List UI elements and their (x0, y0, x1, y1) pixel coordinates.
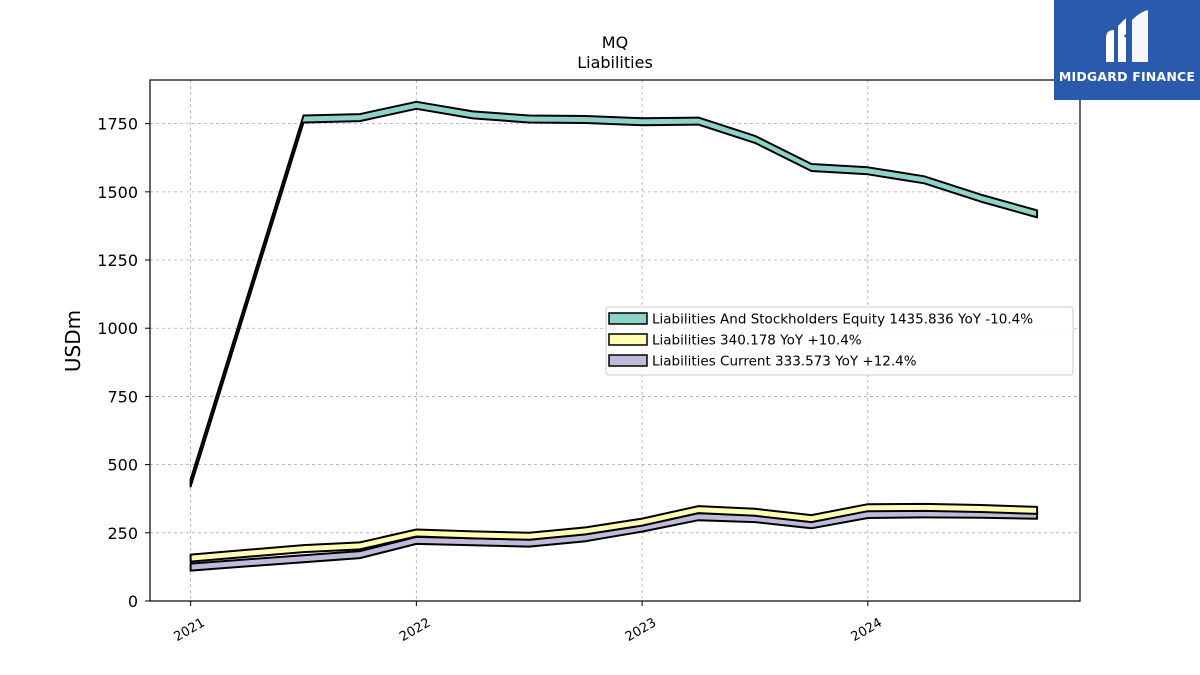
y-tick-label: 750 (107, 387, 138, 406)
y-tick-label: 1000 (97, 319, 138, 338)
brand-logo: MIDGARD FINANCE (1054, 0, 1200, 100)
legend-label: Liabilities 340.178 YoY +10.4% (652, 333, 862, 349)
legend-label: Liabilities And Stockholders Equity 1435… (652, 312, 1033, 328)
chart-title: MQ (602, 33, 628, 52)
legend-label: Liabilities Current 333.573 YoY +12.4% (652, 354, 917, 370)
logo-text: MIDGARD FINANCE (1058, 69, 1196, 84)
series-layer (189, 100, 1039, 572)
x-tick-label: 2023 (623, 615, 659, 645)
series-band-liabilities-current (189, 509, 1039, 572)
legend-swatch (608, 333, 648, 346)
y-tick-label: 1250 (97, 251, 138, 270)
legend-box (605, 306, 1074, 376)
x-tick-label: 2022 (397, 615, 433, 645)
x-tick-label: 2024 (849, 615, 885, 645)
logo-mark-icon (1106, 10, 1148, 62)
y-tick-label: 1500 (97, 183, 138, 202)
plot-frame (149, 79, 1081, 602)
series-band-liabilities (189, 502, 1039, 563)
x-tick-label: 2021 (171, 615, 207, 645)
y-tick-label: 0 (128, 592, 138, 611)
y-axis-label: USDm (61, 310, 85, 372)
y-tick-label: 500 (107, 456, 138, 475)
series-band-liabilities-and-stockholders-equity (189, 100, 1039, 488)
y-tick-label: 250 (107, 524, 138, 543)
legend-swatch (608, 312, 648, 325)
chart-subtitle: Liabilities (577, 53, 653, 72)
legend-swatch (608, 354, 648, 367)
y-tick-label: 1750 (97, 115, 138, 134)
legend: Liabilities And Stockholders Equity 1435… (605, 306, 1074, 376)
